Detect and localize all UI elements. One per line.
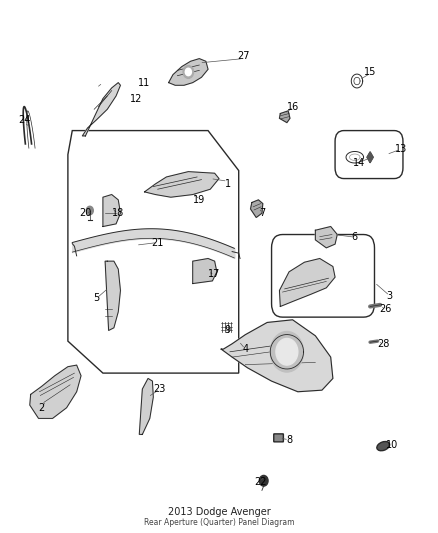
Circle shape xyxy=(276,338,298,365)
Text: 9: 9 xyxy=(225,326,231,335)
Text: 21: 21 xyxy=(152,238,164,247)
Text: 12: 12 xyxy=(130,94,142,103)
Text: 18: 18 xyxy=(112,208,124,218)
Text: 28: 28 xyxy=(377,339,389,349)
Text: 4: 4 xyxy=(242,344,248,354)
Text: 22: 22 xyxy=(254,478,267,487)
Text: 6: 6 xyxy=(352,232,358,242)
Polygon shape xyxy=(193,259,217,284)
Polygon shape xyxy=(105,261,120,330)
Text: 26: 26 xyxy=(379,304,392,314)
Text: 10: 10 xyxy=(386,440,398,450)
Text: 1: 1 xyxy=(225,179,231,189)
Text: 5: 5 xyxy=(93,294,99,303)
Polygon shape xyxy=(367,152,373,163)
Text: Rear Aperture (Quarter) Panel Diagram: Rear Aperture (Quarter) Panel Diagram xyxy=(144,518,294,527)
Circle shape xyxy=(86,206,93,215)
Text: 14: 14 xyxy=(353,158,365,167)
Polygon shape xyxy=(169,59,208,85)
Circle shape xyxy=(259,475,268,486)
Text: 11: 11 xyxy=(138,78,151,87)
Text: 17: 17 xyxy=(208,270,221,279)
Text: 27: 27 xyxy=(237,51,249,61)
Circle shape xyxy=(183,66,194,78)
Ellipse shape xyxy=(377,441,390,451)
Text: 2: 2 xyxy=(39,403,45,413)
Polygon shape xyxy=(279,111,290,123)
Text: 13: 13 xyxy=(395,144,407,154)
Text: 2013 Dodge Avenger: 2013 Dodge Avenger xyxy=(168,507,270,517)
Polygon shape xyxy=(279,259,335,306)
Text: 19: 19 xyxy=(193,195,205,205)
Text: 3: 3 xyxy=(387,291,393,301)
Polygon shape xyxy=(145,172,219,197)
Text: 7: 7 xyxy=(260,208,266,218)
Circle shape xyxy=(185,68,191,76)
Text: 16: 16 xyxy=(287,102,300,111)
Polygon shape xyxy=(103,195,120,227)
Polygon shape xyxy=(139,378,153,434)
Text: 23: 23 xyxy=(154,384,166,394)
Polygon shape xyxy=(82,83,120,136)
Circle shape xyxy=(270,332,304,372)
Text: 8: 8 xyxy=(286,435,292,445)
Polygon shape xyxy=(315,227,337,248)
Text: 15: 15 xyxy=(364,67,376,77)
Polygon shape xyxy=(251,200,263,217)
Text: 20: 20 xyxy=(79,208,92,218)
Polygon shape xyxy=(221,320,333,392)
FancyBboxPatch shape xyxy=(274,434,283,442)
Text: 24: 24 xyxy=(18,115,30,125)
Polygon shape xyxy=(30,365,81,418)
